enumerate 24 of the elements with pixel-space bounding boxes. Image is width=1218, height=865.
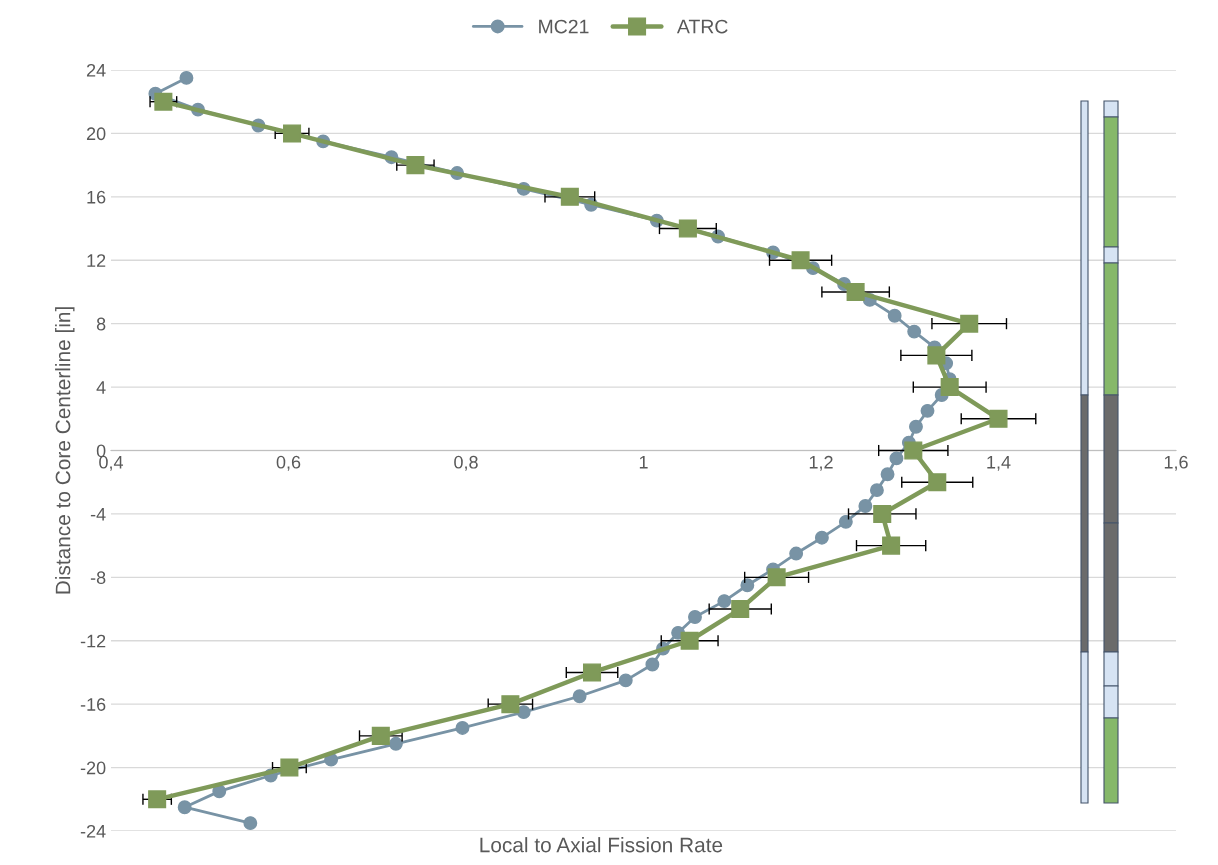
y-tick-label: 0 [96,444,106,458]
x-tick-label: 1,2 [809,455,833,471]
y-axis-title: Distance to Core Centerline [in] [55,307,75,594]
y-tick-label: -24 [80,824,106,838]
x-tick-label: 1,4 [987,456,1011,471]
y-tick-label: 24 [86,63,106,77]
legend-label: MC21 [539,19,589,34]
legend-label: ATRC [676,19,728,34]
x-tick-label: 0,4 [99,455,124,471]
y-tick-label: 12 [87,254,106,267]
x-tick-label: 0,8 [454,455,478,471]
y-tick-label: 4 [96,381,106,394]
x-axis-title: Local to Axial Fission Rate [480,837,723,853]
y-tick-label: 20 [86,127,106,141]
y-tick-label: -20 [80,761,106,775]
y-tick-label: -12 [80,634,106,648]
x-tick-label: 1 [639,456,648,469]
y-tick-label: -4 [90,508,106,521]
y-tick-label: -16 [80,698,106,711]
y-tick-label: 8 [96,317,106,331]
x-tick-label: 1,6 [1164,455,1188,471]
x-tick-label: 0,6 [276,455,301,471]
y-tick-label: 16 [87,190,106,204]
y-tick-label: -8 [90,571,106,585]
